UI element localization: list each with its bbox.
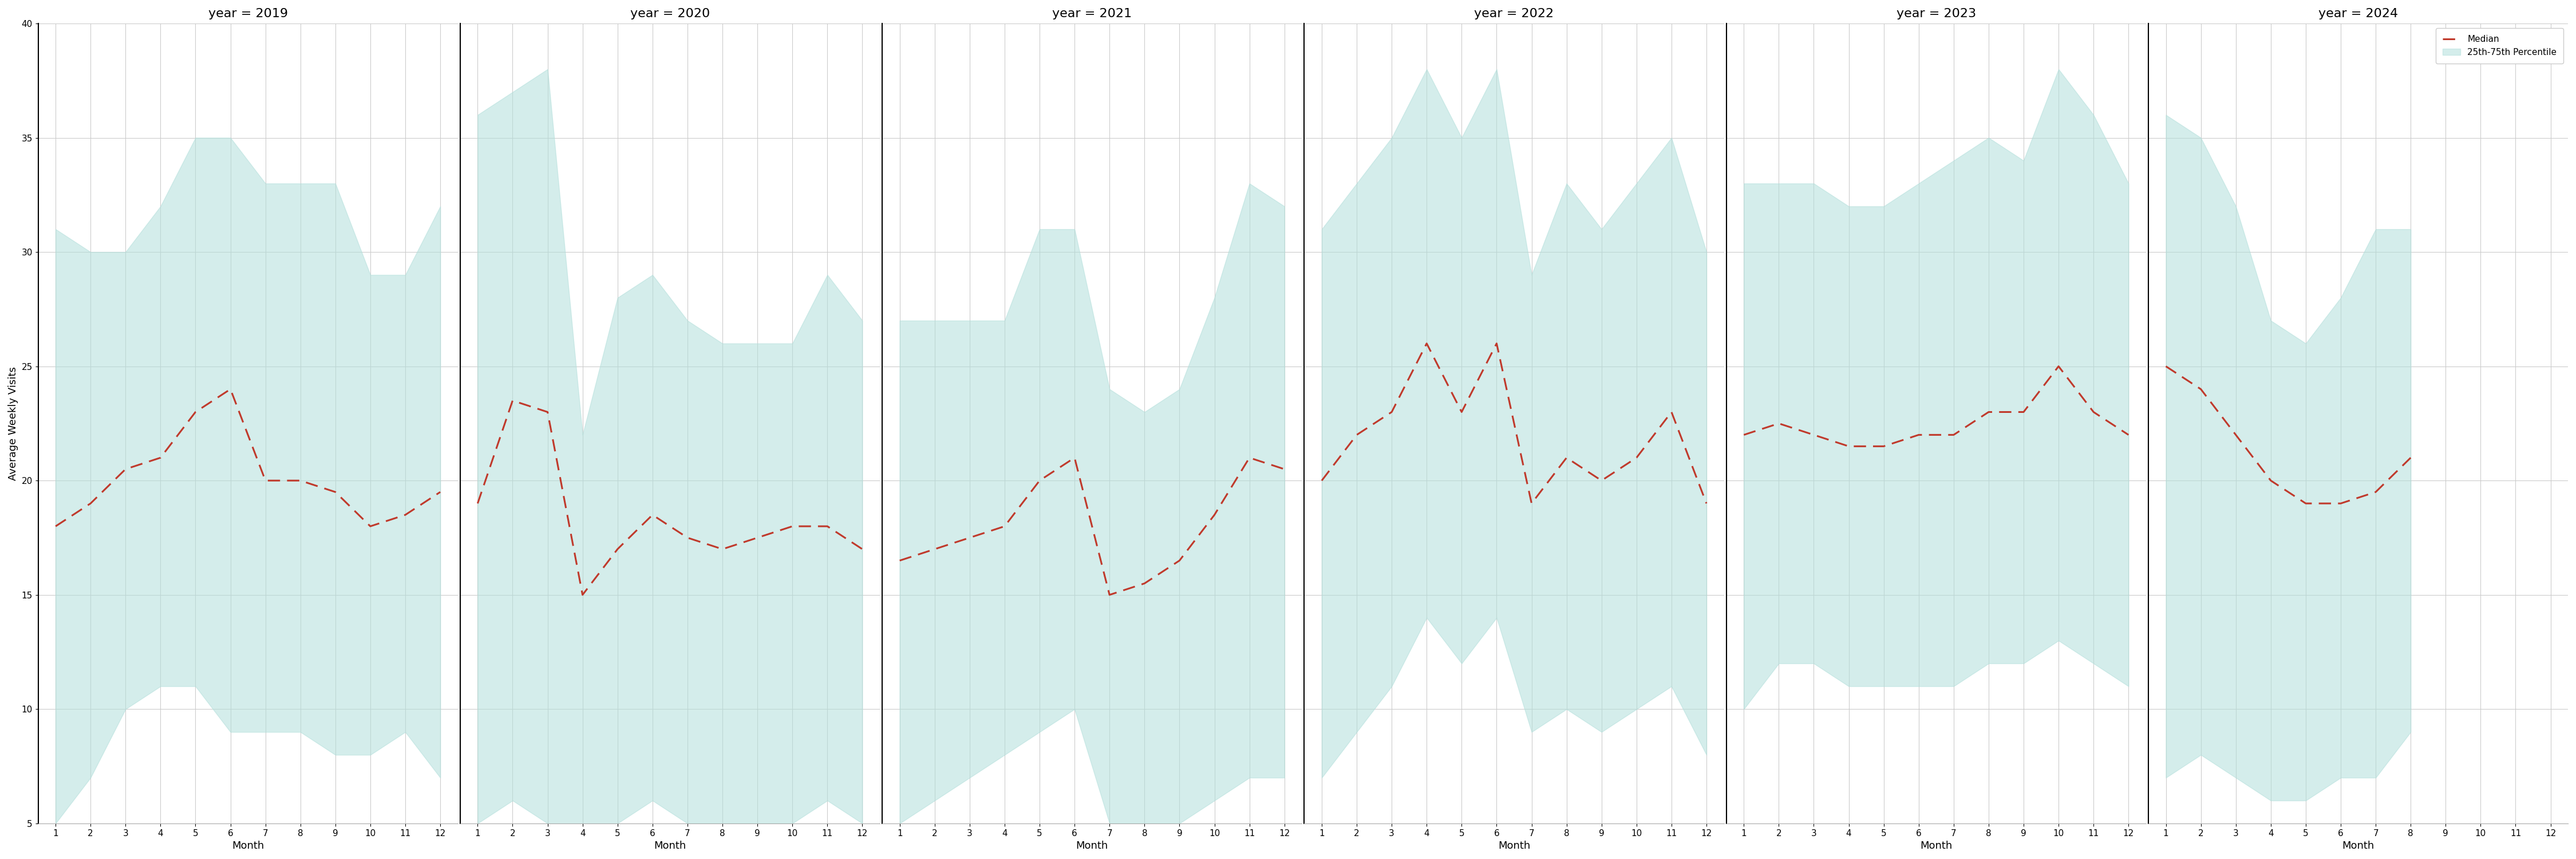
Title: year = 2022: year = 2022: [1473, 8, 1553, 20]
Y-axis label: Average Weekly Visits: Average Weekly Visits: [8, 367, 18, 480]
X-axis label: Month: Month: [654, 841, 685, 851]
Title: year = 2019: year = 2019: [209, 8, 289, 20]
X-axis label: Month: Month: [1077, 841, 1108, 851]
X-axis label: Month: Month: [1499, 841, 1530, 851]
Title: year = 2023: year = 2023: [1896, 8, 1976, 20]
Title: year = 2020: year = 2020: [631, 8, 711, 20]
Title: year = 2021: year = 2021: [1051, 8, 1131, 20]
X-axis label: Month: Month: [232, 841, 263, 851]
Title: year = 2024: year = 2024: [2318, 8, 2398, 20]
X-axis label: Month: Month: [1919, 841, 1953, 851]
X-axis label: Month: Month: [2342, 841, 2375, 851]
Legend: Median, 25th-75th Percentile: Median, 25th-75th Percentile: [2437, 27, 2563, 64]
